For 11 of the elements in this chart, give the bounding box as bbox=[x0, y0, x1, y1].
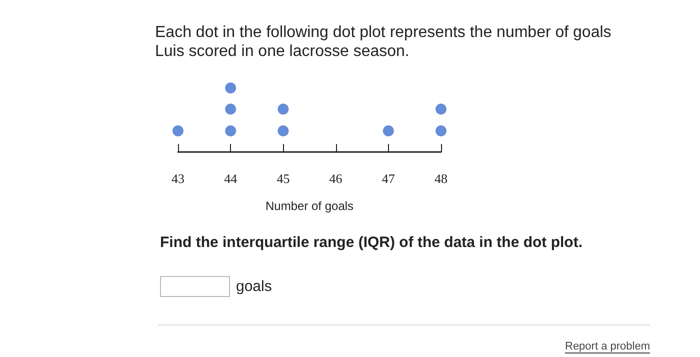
x-tick-label: 44 bbox=[224, 171, 238, 186]
x-axis-title: Number of goals bbox=[265, 199, 354, 213]
x-tick-label: 46 bbox=[329, 171, 343, 186]
chart-title: Each dot in the following dot plot represents the number of goals Luis scored in one lacrosse season. bbox=[155, 24, 616, 60]
text: goals bbox=[236, 278, 272, 295]
x-tick-label: 45 bbox=[276, 171, 290, 186]
x-tick-label: 47 bbox=[382, 171, 396, 186]
x-tick-label: 48 bbox=[434, 171, 448, 186]
text: Find the interquartile range (IQR) of the data in the dot plot. bbox=[160, 234, 582, 251]
x-tick-label: 43 bbox=[172, 171, 184, 186]
text: Report a problem bbox=[565, 340, 650, 352]
